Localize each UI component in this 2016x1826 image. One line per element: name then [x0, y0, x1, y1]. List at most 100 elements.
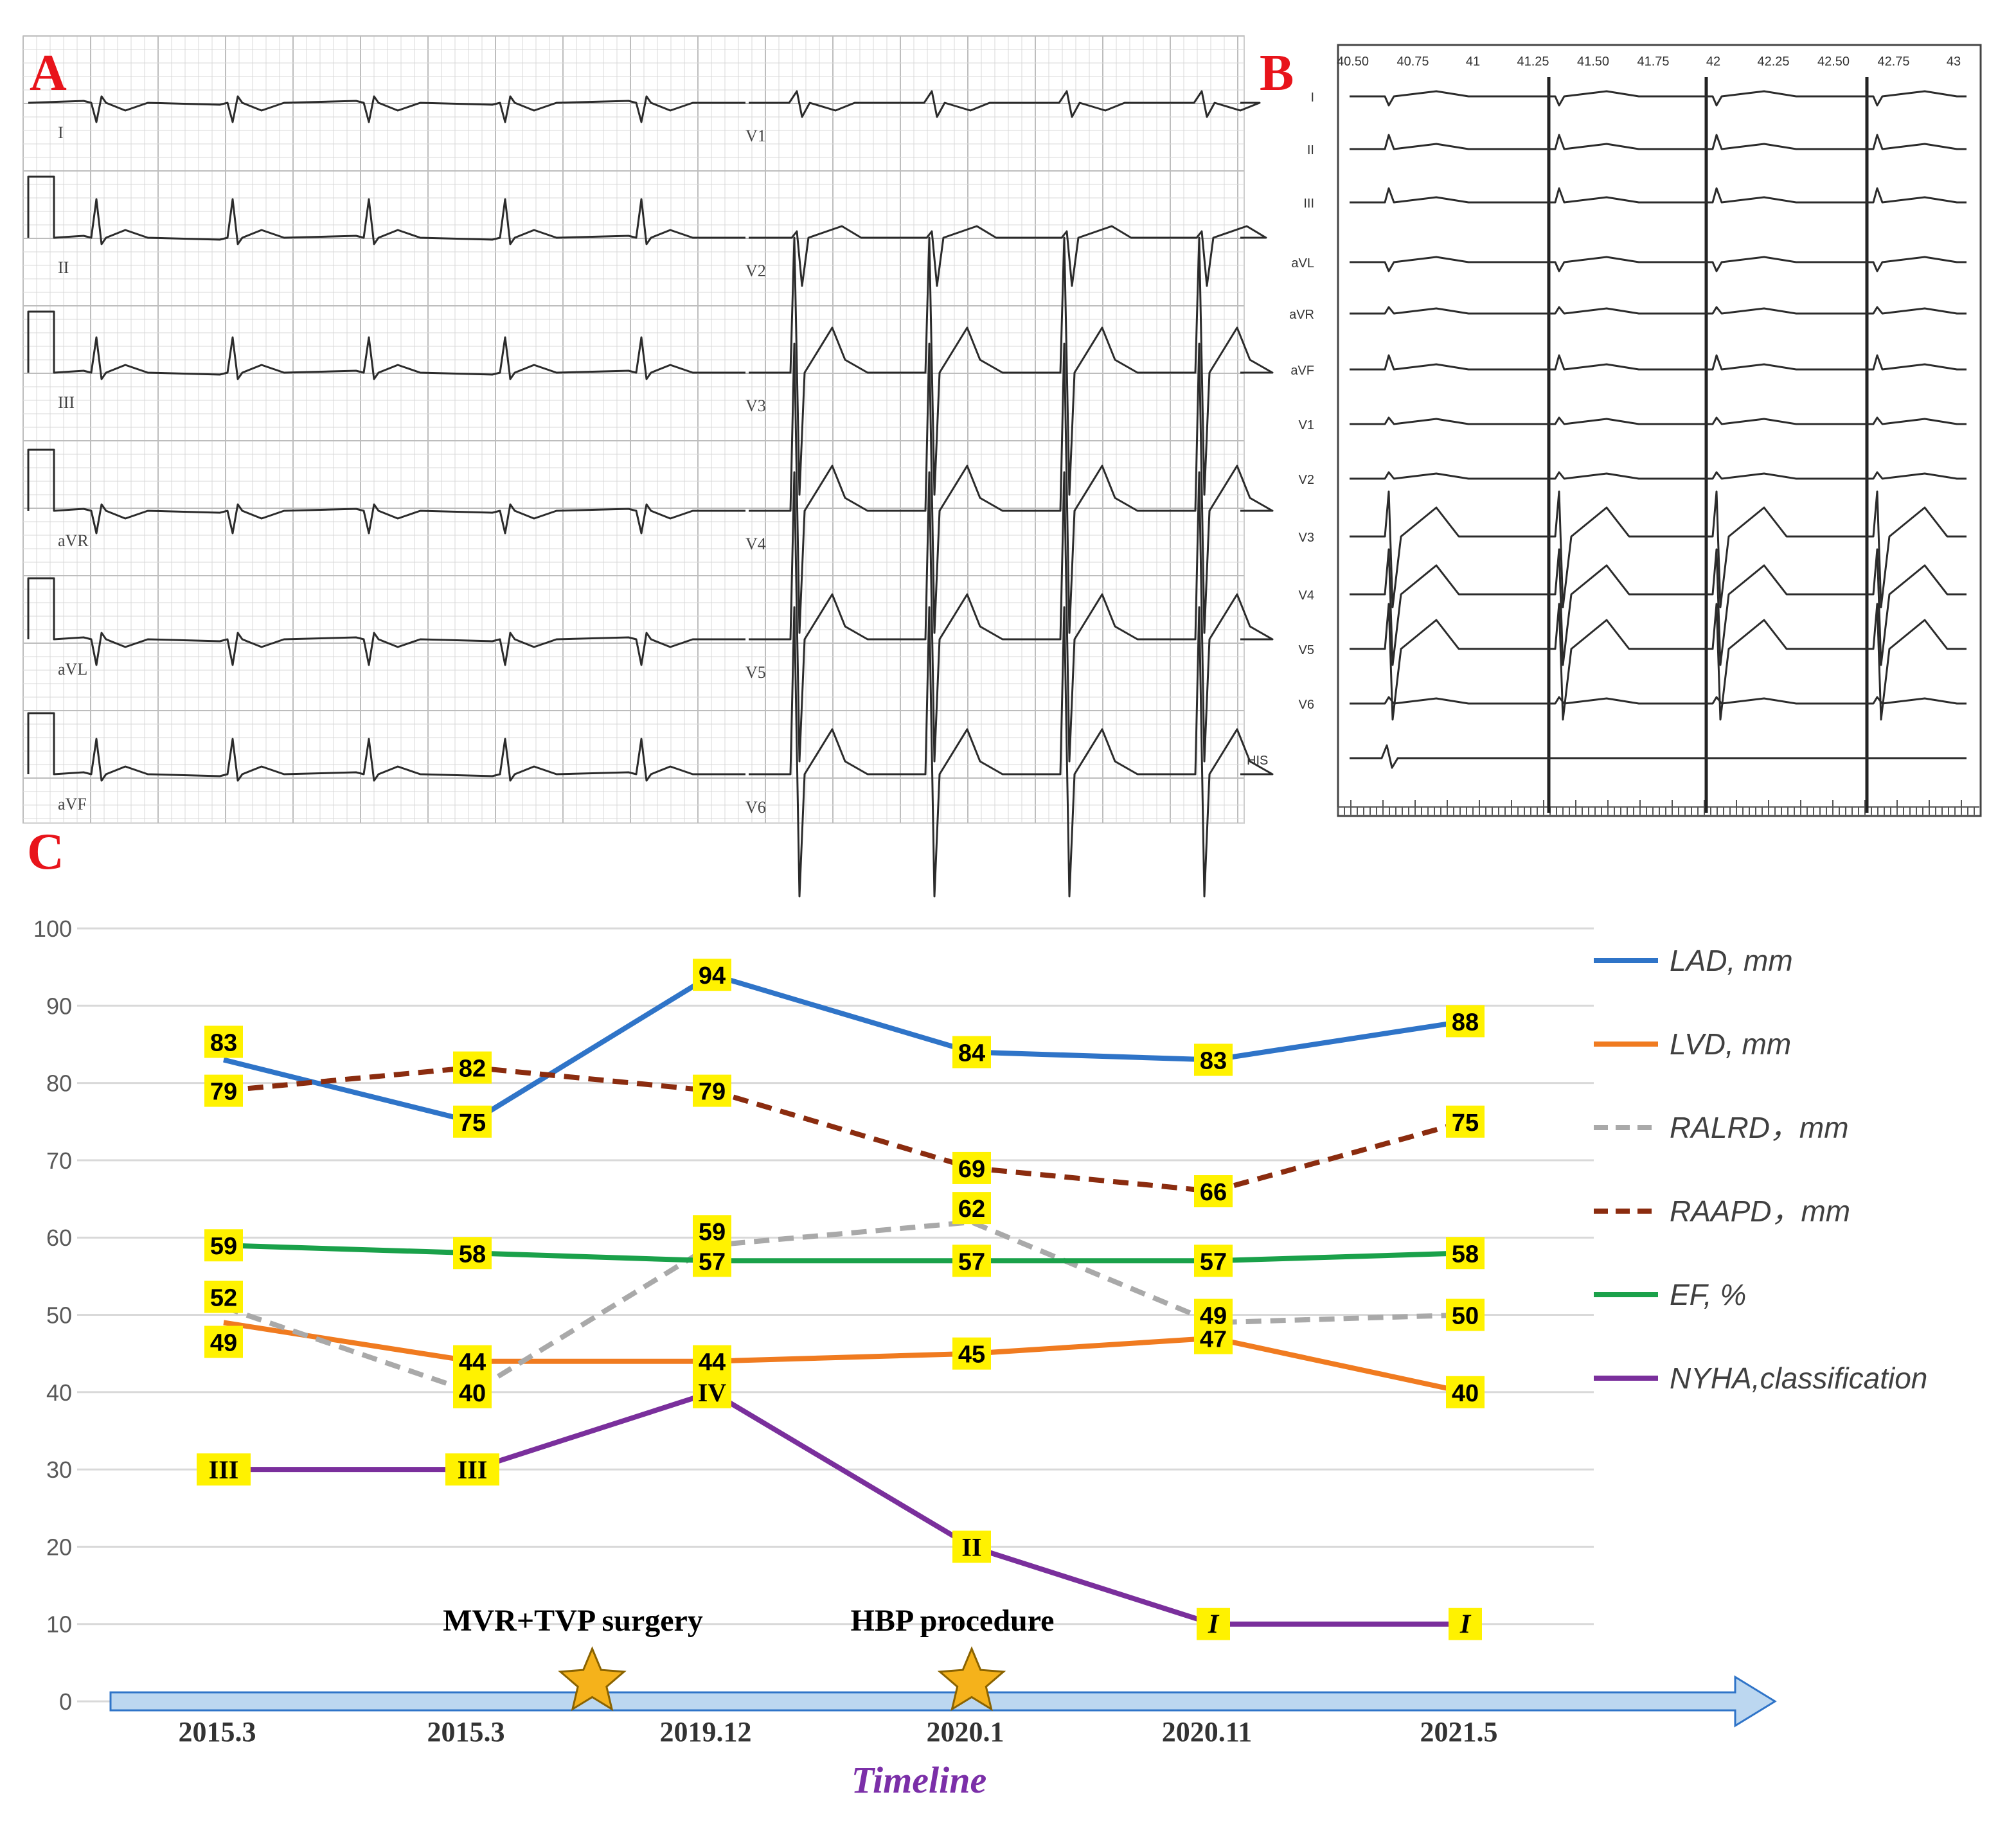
ecg-trace-right [749, 606, 1274, 898]
his-label: HIS [1247, 754, 1268, 768]
data-label-ralrd: 40 [459, 1380, 486, 1407]
annotation-star [558, 1646, 627, 1712]
data-label-lad: 84 [958, 1040, 985, 1067]
ecg-trace-left [27, 577, 745, 666]
data-label-box [453, 1105, 492, 1138]
ecg-lead-label-right: V4 [745, 535, 766, 553]
ecg-trace-left [27, 448, 745, 535]
ep-trace [1350, 354, 1967, 371]
data-label-ef: 57 [699, 1248, 726, 1275]
y-tick-label: 40 [46, 1379, 72, 1406]
panel-b-electrograms: 40.50 40.75 41 41.25 41.50 41.75 42 42.25 42.50 4… [1247, 44, 1982, 817]
data-label-lvd: 45 [958, 1342, 985, 1369]
data-label-lad: 94 [699, 962, 726, 989]
data-label-lvd: 49 [210, 1330, 237, 1357]
y-tick-label: 30 [46, 1457, 72, 1483]
ecg-trace-right [749, 471, 1274, 763]
ecg-trace-left [27, 712, 745, 782]
data-label-box [1446, 1237, 1485, 1270]
time-tick-label: 41 [1466, 55, 1480, 69]
data-label-nyha: IV [698, 1378, 727, 1407]
panel-b-letter: B [1260, 45, 1294, 102]
data-label-ef: 57 [1200, 1248, 1227, 1275]
data-label-raapd: 75 [1452, 1110, 1479, 1137]
data-label-box [453, 1051, 492, 1084]
data-label-lad: 83 [210, 1030, 237, 1057]
data-label-raapd: 82 [459, 1056, 486, 1083]
ep-trace [1350, 490, 1967, 608]
ep-lead-label: V3 [1299, 531, 1314, 545]
panel-a-letter: A [30, 45, 67, 102]
event-annotations: MVR+TVP surgery HBP procedure [443, 1604, 1055, 1712]
data-label-lvd: 44 [699, 1349, 726, 1376]
data-label-ef: 58 [1452, 1241, 1479, 1268]
y-tick-label: 50 [46, 1302, 72, 1329]
ep-lead-label: V2 [1299, 473, 1314, 487]
ep-lead-label: aVR [1289, 308, 1314, 322]
ep-lead-label: V5 [1299, 643, 1314, 657]
ecg-lead-label-left: III [58, 393, 75, 412]
data-label-box [204, 1325, 243, 1358]
data-label-box [1446, 1105, 1485, 1138]
data-label-box [1194, 1043, 1233, 1076]
data-label-ralrd: 52 [210, 1284, 237, 1311]
panel-b-frame [1337, 44, 1982, 817]
ep-trace [1350, 696, 1967, 705]
panel-a-grid [22, 35, 1244, 823]
legend-label-raapd: RAAPD，mm [1670, 1194, 1850, 1228]
data-label-nyha: III [458, 1455, 488, 1484]
ecg-trace-left [27, 175, 745, 245]
ecg-lead-label-right: V3 [745, 396, 766, 415]
data-label-box [952, 1036, 991, 1068]
panel-a-ecg: I V1 II V2 III V3 aVR V4 aVL V5 aVF V6 A [22, 35, 1274, 898]
legend-label-lad: LAD, mm [1670, 944, 1793, 977]
ep-trace [1350, 416, 1967, 425]
timeline-arrow [109, 1675, 1777, 1728]
ep-lead-label: II [1307, 143, 1314, 157]
ecg-lead-label-left: aVF [58, 795, 87, 813]
data-label-nyha: III [209, 1455, 239, 1484]
data-label-box [1194, 1245, 1233, 1277]
legend-label-lvd: LVD, mm [1670, 1027, 1791, 1061]
time-tick-label: 40.75 [1396, 55, 1429, 69]
ecg-trace-right [749, 342, 1274, 634]
data-label-box [1194, 1299, 1233, 1331]
ep-lead-label: aVF [1290, 364, 1314, 378]
data-label-box [204, 1074, 243, 1107]
data-label-box [952, 1530, 991, 1563]
data-label-ef: 58 [459, 1241, 486, 1268]
time-tick-label: 41.25 [1517, 55, 1549, 69]
ecg-lead-label-left: II [58, 258, 69, 277]
data-label-box [453, 1237, 492, 1270]
data-label-box [204, 1229, 243, 1262]
ep-trace [1350, 471, 1967, 480]
ecg-lead-label-right: V1 [745, 127, 766, 145]
data-label-lvd: 40 [1452, 1380, 1479, 1407]
time-tick-label: 43 [1947, 55, 1961, 69]
y-tick-label: 70 [46, 1148, 72, 1174]
ecg-trace-right [749, 236, 1274, 496]
ecg-lead-label-right: V6 [745, 798, 766, 817]
ep-lead-label: V1 [1299, 418, 1314, 432]
y-axis-tick-labels: 0 10 20 30 40 50 60 70 80 90 100 [33, 916, 72, 1715]
ecg-trace-left [27, 310, 745, 380]
ep-lead-label: V6 [1299, 698, 1314, 712]
data-label-ralrd: 59 [699, 1219, 726, 1246]
series-line-lvd [223, 1320, 1466, 1395]
x-tick-label: 2015.3 [427, 1716, 505, 1748]
ep-trace [1350, 306, 1967, 315]
panel-b-traces [1350, 77, 1967, 813]
legend-label-nyha: NYHA,classification [1670, 1361, 1927, 1395]
x-tick-label: 2019.12 [660, 1716, 752, 1748]
data-label-ralrd: 50 [1452, 1303, 1479, 1330]
data-label-lad: 83 [1200, 1048, 1227, 1075]
annotation-label: HBP procedure [851, 1604, 1055, 1638]
data-label-lad: 88 [1452, 1009, 1479, 1036]
data-label-box [952, 1192, 991, 1225]
annotation-label: MVR+TVP surgery [443, 1604, 703, 1638]
time-tick-label: 41.50 [1577, 55, 1609, 69]
ep-trace [1350, 187, 1967, 204]
data-label-box [693, 1074, 731, 1107]
